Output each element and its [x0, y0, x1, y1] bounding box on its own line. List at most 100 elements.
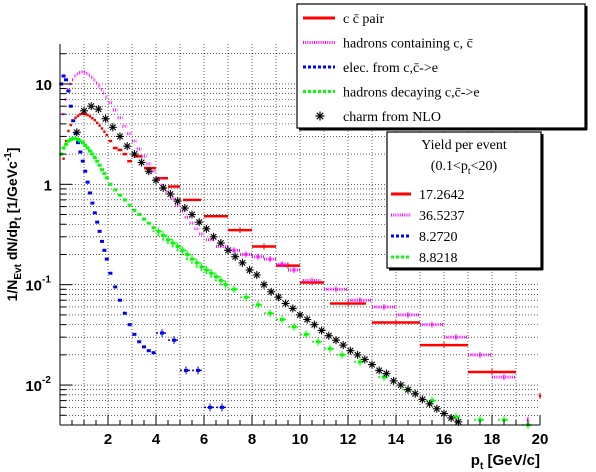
data-point [88, 191, 92, 195]
series-0 [62, 112, 542, 399]
data-point [418, 395, 427, 404]
data-point [151, 226, 156, 230]
data-point [102, 248, 107, 252]
star-stroke [275, 294, 282, 301]
data-point [224, 246, 232, 255]
star-stroke [224, 247, 232, 254]
star-stroke [390, 377, 397, 385]
yield-entry-value: 8.2720 [419, 230, 458, 245]
yield-box-frame [386, 131, 542, 269]
data-point [85, 146, 90, 150]
y-tick-label: 10 -1 [25, 275, 51, 295]
data-point [137, 340, 142, 344]
star-stroke [181, 204, 188, 212]
data-point [94, 105, 103, 114]
legend-label: charm from NLO [343, 110, 441, 125]
y-tick-base: 10 [25, 378, 42, 395]
data-point [71, 119, 76, 123]
star-stroke [246, 266, 253, 274]
data-point [195, 218, 204, 227]
legend-frame [296, 3, 586, 129]
star-stroke [361, 356, 368, 363]
data-point [324, 331, 333, 340]
data-point [100, 239, 104, 243]
data-point [68, 104, 73, 108]
data-point [76, 137, 80, 141]
star-stroke [383, 370, 390, 377]
legend-item-0: c c̄ pair [303, 12, 385, 27]
yield-entry-value: 8.8218 [419, 251, 458, 266]
star-stroke [152, 176, 160, 184]
data-point [188, 210, 196, 219]
legend-label: hadrons decaying c,c̄->e [343, 86, 480, 101]
star-stroke [340, 341, 347, 349]
star-stroke [304, 316, 311, 323]
y-axis-label: 1/NEvt dN/dpt [1/GeVc-1] [3, 148, 24, 302]
legend-label: hadrons containing c, c̄ [343, 37, 473, 52]
data-point [288, 304, 297, 313]
data-point [151, 351, 156, 355]
star-stroke [347, 347, 354, 354]
data-point [78, 139, 83, 143]
x-tick-label: 20 [532, 431, 549, 448]
data-point [146, 349, 151, 353]
star-stroke [354, 351, 361, 359]
data-point [76, 141, 80, 145]
data-point [238, 258, 247, 267]
data-point [332, 336, 340, 345]
data-point [382, 369, 391, 378]
y-tick-exponent: -2 [42, 375, 51, 386]
legend-item-2: elec. from c,c̄->e [303, 61, 438, 76]
star-stroke [440, 410, 448, 417]
x-tick-label: 18 [484, 431, 501, 448]
data-point [92, 211, 97, 215]
data-point [209, 232, 218, 241]
x-tick-label: 14 [388, 431, 405, 448]
data-point [375, 366, 384, 375]
data-point [339, 341, 348, 350]
data-point [95, 220, 100, 224]
data-point [66, 89, 71, 93]
data-point [146, 221, 151, 225]
yield-entry-3: 8.8218 [391, 251, 458, 266]
data-point [80, 159, 85, 163]
data-point [72, 128, 81, 137]
data-point [66, 139, 71, 143]
star-stroke [73, 129, 80, 136]
data-point [97, 163, 102, 167]
legend-label: c c̄ pair [343, 12, 385, 27]
data-point [144, 167, 153, 176]
star-stroke [138, 159, 145, 166]
data-point [64, 142, 68, 146]
data-point [389, 376, 398, 385]
data-point [137, 213, 142, 217]
legend-item-3: hadrons decaying c,c̄->e [303, 86, 480, 101]
x-tick-label: 4 [152, 431, 161, 448]
data-point [61, 146, 66, 150]
data-point [102, 172, 107, 176]
data-point [274, 293, 283, 302]
star-stroke [160, 184, 167, 192]
series-4 [72, 102, 463, 426]
legend: c c̄ pair hadrons containing c, c̄ elec. f… [296, 3, 588, 131]
star-stroke [296, 311, 304, 319]
data-point [68, 137, 73, 141]
data-point [61, 74, 66, 78]
x-tick-label: 12 [340, 431, 357, 448]
data-point [87, 102, 96, 111]
data-point [202, 224, 211, 233]
data-point [396, 381, 405, 390]
data-point [127, 203, 132, 207]
star-stroke [376, 367, 383, 374]
data-point [216, 239, 225, 248]
data-point [118, 298, 122, 302]
star-stroke [145, 168, 152, 175]
star-stroke [412, 390, 419, 397]
data-point [267, 287, 276, 296]
data-point [92, 155, 97, 159]
star-stroke [455, 418, 462, 426]
star-stroke [433, 405, 440, 412]
star-stroke [217, 239, 224, 247]
data-point [130, 150, 139, 159]
yield-entry-0: 17.2642 [391, 188, 465, 203]
